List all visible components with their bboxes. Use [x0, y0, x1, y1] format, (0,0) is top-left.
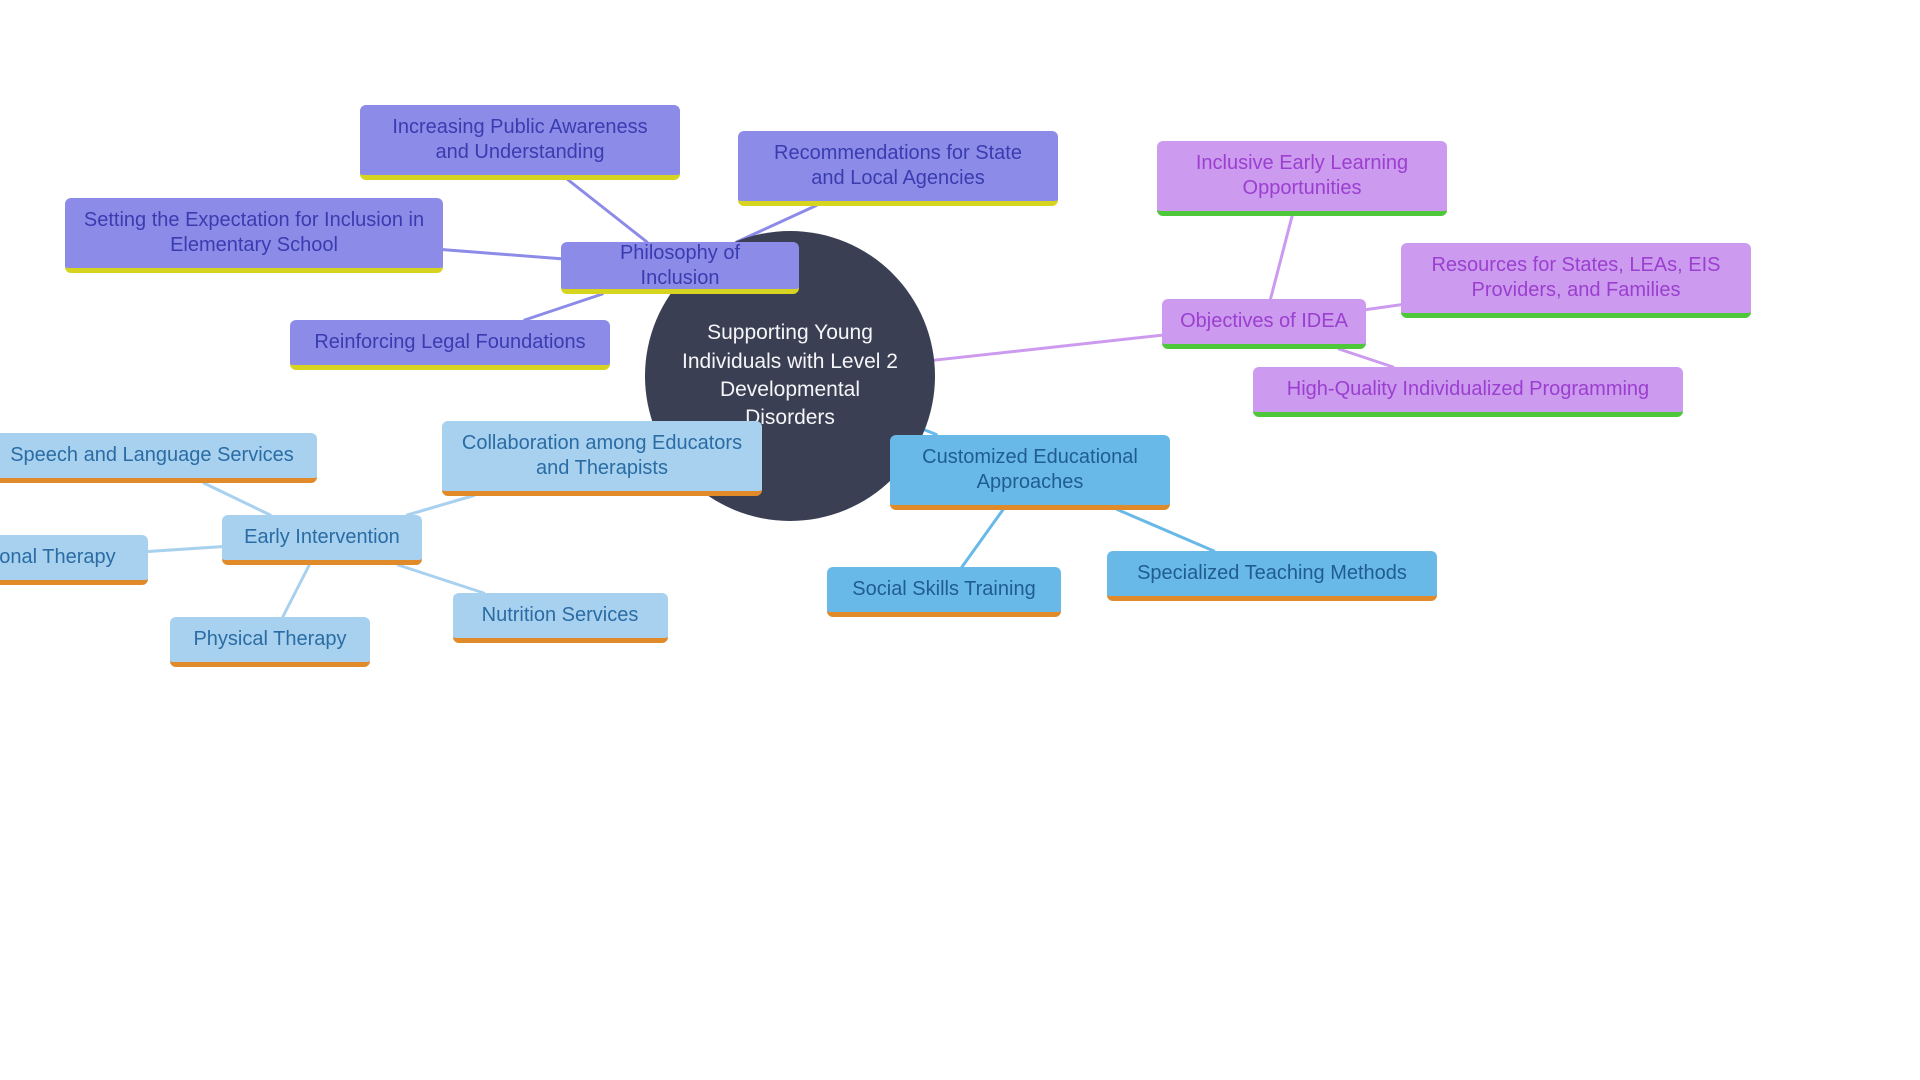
node-label: Speech and Language Services [10, 443, 294, 468]
node-label: Nutrition Services [482, 603, 639, 628]
edge [962, 510, 1003, 568]
node-collaboration: Collaboration among Educators and Therap… [442, 421, 762, 496]
node-label: Philosophy of Inclusion [579, 241, 781, 291]
edge [1366, 305, 1401, 310]
edge [525, 294, 603, 320]
node-label: Recommendations for State and Local Agen… [756, 141, 1040, 191]
edge [925, 430, 937, 435]
node-specialized: Specialized Teaching Methods [1107, 551, 1437, 601]
node-legal: Reinforcing Legal Foundations [290, 320, 610, 370]
node-label: Setting the Expectation for Inclusion in… [83, 208, 425, 258]
node-resources: Resources for States, LEAs, EIS Provider… [1401, 243, 1751, 318]
node-label: Increasing Public Awareness and Understa… [378, 115, 662, 165]
edge [1117, 510, 1214, 552]
node-physical: Physical Therapy [170, 617, 370, 667]
node-programming: High-Quality Individualized Programming [1253, 367, 1683, 417]
node-label: Social Skills Training [852, 577, 1035, 602]
node-speech: Speech and Language Services [0, 433, 317, 483]
node-label: Resources for States, LEAs, EIS Provider… [1419, 253, 1733, 303]
edge [148, 547, 222, 552]
node-customized: Customized Educational Approaches [890, 435, 1170, 510]
edge [407, 496, 474, 516]
edge [398, 565, 483, 593]
node-expectation: Setting the Expectation for Inclusion in… [65, 198, 443, 273]
node-label: Early Intervention [244, 525, 400, 550]
mindmap-canvas: Supporting Young Individuals with Level … [0, 0, 1920, 1080]
node-label: High-Quality Individualized Programming [1287, 377, 1649, 402]
node-label: Specialized Teaching Methods [1137, 561, 1407, 586]
node-nutrition: Nutrition Services [453, 593, 668, 643]
node-objectives: Objectives of IDEA [1162, 299, 1366, 349]
edge [1271, 216, 1293, 300]
edge [443, 250, 561, 259]
node-recommendations: Recommendations for State and Local Agen… [738, 131, 1058, 206]
edge [204, 483, 270, 515]
edge [934, 335, 1162, 360]
node-label: Occupational Therapy [0, 545, 116, 570]
node-inclusive: Inclusive Early Learning Opportunities [1157, 141, 1447, 216]
node-label: Inclusive Early Learning Opportunities [1175, 151, 1429, 201]
node-awareness: Increasing Public Awareness and Understa… [360, 105, 680, 180]
edge [1339, 349, 1393, 367]
edge [283, 565, 310, 617]
edge [568, 180, 647, 243]
node-label: Collaboration among Educators and Therap… [460, 431, 744, 481]
node-social: Social Skills Training [827, 567, 1061, 617]
node-label: Customized Educational Approaches [908, 445, 1152, 495]
node-label: Reinforcing Legal Foundations [314, 330, 585, 355]
center-label: Supporting Young Individuals with Level … [675, 319, 905, 432]
node-early: Early Intervention [222, 515, 422, 565]
node-label: Physical Therapy [193, 627, 346, 652]
node-occupational: Occupational Therapy [0, 535, 148, 585]
node-label: Objectives of IDEA [1180, 309, 1348, 334]
node-philosophy: Philosophy of Inclusion [561, 242, 799, 294]
